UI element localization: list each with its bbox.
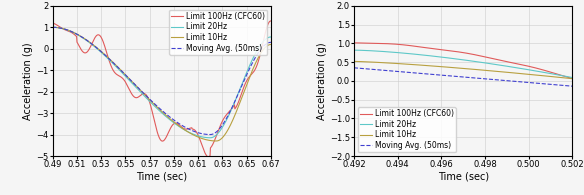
- Limit 10Hz: [213, 140, 220, 142]
- X-axis label: Time (sec): Time (sec): [136, 172, 187, 182]
- Limit 100Hz (CFC60): [88, 44, 95, 46]
- Moving Avg. (50ms): [195, 132, 202, 134]
- Limit 100Hz (CFC60): [49, 22, 56, 24]
- Moving Avg. (50ms): [351, 67, 358, 69]
- Limit 100Hz (CFC60): [548, 71, 555, 74]
- Line: Limit 20Hz: Limit 20Hz: [354, 50, 572, 78]
- Line: Limit 100Hz (CFC60): Limit 100Hz (CFC60): [53, 21, 271, 157]
- Line: Moving Avg. (50ms): Moving Avg. (50ms): [354, 68, 572, 86]
- Limit 10Hz: [548, 75, 555, 78]
- Line: Limit 20Hz: Limit 20Hz: [53, 27, 271, 138]
- Limit 100Hz (CFC60): [351, 42, 358, 44]
- Moving Avg. (50ms): [88, 42, 95, 45]
- Y-axis label: Acceleration (g): Acceleration (g): [23, 42, 33, 120]
- Moving Avg. (50ms): [148, 100, 155, 102]
- Limit 10Hz: [481, 69, 488, 71]
- Limit 20Hz: [178, 127, 185, 129]
- Limit 20Hz: [148, 102, 155, 104]
- Limit 10Hz: [214, 140, 221, 142]
- Limit 20Hz: [214, 133, 221, 135]
- Limit 100Hz (CFC60): [214, 132, 221, 134]
- Limit 100Hz (CFC60): [569, 77, 576, 80]
- Limit 10Hz: [148, 100, 155, 103]
- Moving Avg. (50ms): [105, 57, 112, 59]
- Moving Avg. (50ms): [548, 83, 555, 86]
- Limit 100Hz (CFC60): [267, 20, 274, 22]
- Moving Avg. (50ms): [534, 82, 541, 84]
- Limit 20Hz: [569, 76, 576, 79]
- Limit 10Hz: [267, 43, 274, 46]
- Moving Avg. (50ms): [49, 26, 56, 28]
- Limit 100Hz (CFC60): [205, 156, 212, 158]
- Limit 20Hz: [267, 36, 274, 38]
- Limit 20Hz: [195, 135, 202, 137]
- Legend: Limit 100Hz (CFC60), Limit 20Hz, Limit 10Hz, Moving Avg. (50ms): Limit 100Hz (CFC60), Limit 20Hz, Limit 1…: [169, 10, 267, 55]
- Line: Limit 100Hz (CFC60): Limit 100Hz (CFC60): [354, 43, 572, 79]
- Moving Avg. (50ms): [479, 77, 486, 80]
- Limit 100Hz (CFC60): [534, 67, 541, 70]
- Limit 20Hz: [534, 70, 541, 73]
- Moving Avg. (50ms): [214, 130, 221, 132]
- Limit 20Hz: [351, 49, 358, 51]
- Limit 10Hz: [351, 60, 358, 63]
- Limit 100Hz (CFC60): [195, 135, 202, 137]
- Line: Limit 10Hz: Limit 10Hz: [354, 61, 572, 79]
- X-axis label: Time (sec): Time (sec): [437, 172, 489, 182]
- Limit 10Hz: [195, 136, 202, 138]
- Limit 100Hz (CFC60): [178, 126, 185, 128]
- Limit 100Hz (CFC60): [481, 56, 488, 58]
- Limit 10Hz: [569, 77, 576, 80]
- Limit 100Hz (CFC60): [105, 58, 112, 60]
- Limit 10Hz: [178, 126, 185, 129]
- Limit 100Hz (CFC60): [484, 56, 491, 59]
- Moving Avg. (50ms): [484, 78, 491, 80]
- Moving Avg. (50ms): [207, 133, 214, 136]
- Limit 10Hz: [534, 74, 541, 76]
- Limit 20Hz: [88, 43, 95, 45]
- Limit 10Hz: [484, 69, 491, 72]
- Limit 10Hz: [350, 60, 357, 63]
- Limit 10Hz: [479, 69, 486, 71]
- Moving Avg. (50ms): [350, 67, 357, 69]
- Limit 10Hz: [49, 26, 56, 28]
- Limit 100Hz (CFC60): [148, 107, 155, 109]
- Limit 20Hz: [105, 58, 112, 60]
- Limit 20Hz: [49, 26, 56, 28]
- Limit 20Hz: [481, 62, 488, 64]
- Limit 20Hz: [484, 62, 491, 64]
- Line: Moving Avg. (50ms): Moving Avg. (50ms): [53, 27, 271, 135]
- Y-axis label: Acceleration (g): Acceleration (g): [317, 42, 327, 120]
- Limit 10Hz: [88, 42, 95, 44]
- Limit 20Hz: [548, 73, 555, 75]
- Limit 20Hz: [350, 49, 357, 51]
- Moving Avg. (50ms): [267, 41, 274, 43]
- Moving Avg. (50ms): [178, 124, 185, 126]
- Moving Avg. (50ms): [481, 78, 488, 80]
- Limit 10Hz: [105, 57, 112, 59]
- Limit 100Hz (CFC60): [267, 20, 274, 22]
- Limit 20Hz: [207, 136, 214, 139]
- Limit 100Hz (CFC60): [479, 55, 486, 58]
- Line: Limit 10Hz: Limit 10Hz: [53, 27, 271, 141]
- Limit 100Hz (CFC60): [350, 42, 357, 44]
- Moving Avg. (50ms): [569, 85, 576, 87]
- Legend: Limit 100Hz (CFC60), Limit 20Hz, Limit 10Hz, Moving Avg. (50ms): Limit 100Hz (CFC60), Limit 20Hz, Limit 1…: [358, 107, 456, 152]
- Limit 20Hz: [479, 61, 486, 64]
